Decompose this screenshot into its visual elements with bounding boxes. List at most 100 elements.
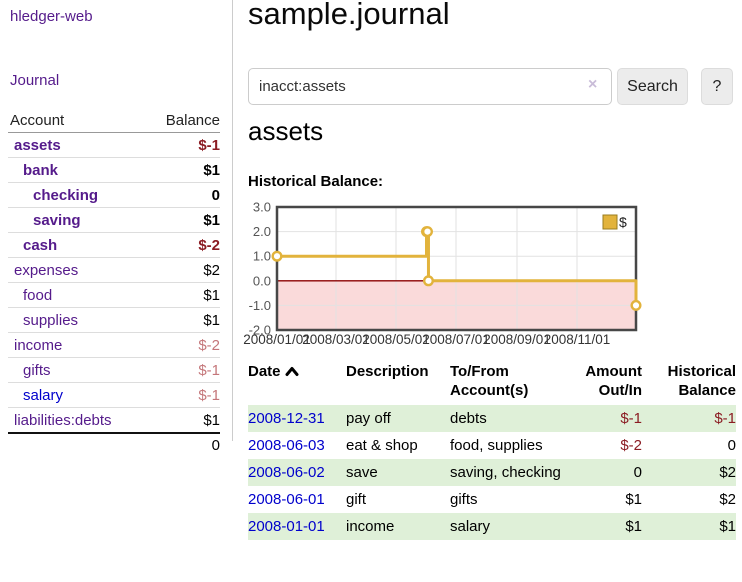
transaction-description: save (346, 464, 378, 481)
register-col-description: Description (346, 360, 450, 405)
transaction-amount: 0 (633, 464, 642, 481)
account-row-bank: bank $1 (8, 158, 220, 183)
account-heading: assets (248, 116, 324, 146)
account-row-cash: cash $-2 (8, 233, 220, 258)
register-row: 2008-01-01 income salary $1 $1 (248, 513, 736, 540)
transaction-balance: 0 (727, 437, 736, 454)
register-col-date-label: Date (248, 363, 281, 380)
svg-text:-2.0: -2.0 (249, 323, 271, 338)
account-link[interactable]: liabilities:debts (14, 411, 112, 429)
svg-text:2.0: 2.0 (253, 224, 271, 239)
register-col-accounts: To/From Account(s) (450, 360, 570, 405)
account-balance: $1 (203, 411, 220, 429)
account-balance: $1 (203, 311, 220, 329)
account-link[interactable]: checking (33, 186, 99, 204)
svg-text:-1.0: -1.0 (249, 298, 271, 313)
account-row-gifts: gifts $-1 (8, 358, 220, 383)
register-col-description-label: Description (346, 363, 429, 380)
account-balance: $1 (203, 161, 220, 179)
transaction-accounts: debts (450, 410, 487, 427)
register-row: 2008-06-03 eat & shop food, supplies $-2… (248, 432, 736, 459)
transaction-description: pay off (346, 410, 391, 427)
account-link[interactable]: expenses (14, 261, 79, 279)
account-link[interactable]: saving (33, 211, 81, 229)
transaction-date-link[interactable]: 2008-06-01 (248, 491, 325, 508)
register-table: Date Description To/From Account(s) Amou… (248, 360, 736, 540)
svg-text:$: $ (619, 214, 627, 230)
search-input[interactable] (248, 68, 612, 105)
register-col-amount-label: Amount Out/In (585, 363, 642, 399)
transaction-amount: $-1 (620, 410, 642, 427)
transaction-accounts: gifts (450, 491, 478, 508)
accounts-total-value: 0 (211, 437, 220, 454)
transaction-amount: $1 (625, 491, 642, 508)
transaction-date-link[interactable]: 2008-06-03 (248, 437, 325, 454)
svg-text:1.0: 1.0 (253, 249, 271, 264)
accounts-total-row: 0 (8, 432, 220, 457)
account-link[interactable]: food (23, 286, 53, 304)
accounts-tree: Account Balance assets $-1 bank $1 check… (8, 106, 220, 457)
account-row-supplies: supplies $1 (8, 308, 220, 333)
sidebar-divider (232, 0, 233, 441)
clear-search-icon[interactable]: × (588, 76, 598, 93)
account-link[interactable]: bank (23, 161, 59, 179)
transaction-amount: $1 (625, 518, 642, 535)
account-link[interactable]: income (14, 336, 63, 354)
transaction-balance: $-1 (714, 410, 736, 427)
account-row-saving: saving $1 (8, 208, 220, 233)
help-button[interactable]: ? (701, 68, 733, 105)
account-row-income: income $-2 (8, 333, 220, 358)
transaction-date-link[interactable]: 2008-06-02 (248, 464, 325, 481)
transaction-amount: $-2 (620, 437, 642, 454)
svg-text:2008/05/01: 2008/05/01 (362, 332, 430, 347)
transaction-description: gift (346, 491, 367, 508)
page-title: sample.journal (248, 0, 450, 31)
register-col-date[interactable]: Date (248, 360, 346, 405)
account-link[interactable]: salary (23, 386, 64, 404)
register-col-amount: Amount Out/In (570, 360, 642, 405)
accounts-col-account: Account (10, 112, 65, 129)
transaction-accounts: salary (450, 518, 491, 535)
account-link[interactable]: assets (14, 136, 61, 154)
register-col-balance: Historical Balance (642, 360, 736, 405)
account-balance: $-2 (198, 336, 220, 354)
transaction-balance: $1 (719, 518, 736, 535)
chart-heading: Historical Balance: (248, 173, 384, 190)
account-row-expenses: expenses $2 (8, 258, 220, 283)
search-button[interactable]: Search (617, 68, 688, 105)
account-balance: $1 (203, 211, 220, 229)
register-header-row: Date Description To/From Account(s) Amou… (248, 360, 736, 405)
svg-text:2008/07/01: 2008/07/01 (422, 332, 490, 347)
account-link[interactable]: cash (23, 236, 58, 254)
account-balance: $1 (203, 286, 220, 304)
account-row-assets: assets $-1 (8, 133, 220, 158)
historical-balance-chart: $ -2.0 -1.0 0.0 1.0 2.0 3.0 2008/01/012008/03/0… (243, 200, 642, 347)
transaction-balance: $2 (719, 464, 736, 481)
svg-text:2008/01/01: 2008/01/01 (243, 332, 311, 347)
svg-text:2008/03/01: 2008/03/01 (302, 332, 370, 347)
account-row-salary: salary $-1 (8, 383, 220, 408)
sidebar-item-journal[interactable]: Journal (10, 72, 60, 89)
account-row-liabilities-debts: liabilities:debts $1 (8, 408, 220, 433)
svg-text:2008/09/01: 2008/09/01 (483, 332, 551, 347)
account-balance: $-1 (198, 136, 220, 154)
account-link[interactable]: gifts (23, 361, 51, 379)
transaction-date-link[interactable]: 2008-12-31 (248, 410, 325, 427)
register-row: 2008-12-31 pay off debts $-1 $-1 (248, 405, 736, 432)
svg-text:2008/11/01: 2008/11/01 (544, 332, 611, 347)
account-balance: $-2 (198, 236, 220, 254)
account-row-checking: checking 0 (8, 183, 220, 208)
account-balance: 0 (211, 186, 220, 204)
accounts-header: Account Balance (8, 106, 220, 133)
sort-ascending-icon (285, 367, 299, 376)
register-row: 2008-06-01 gift gifts $1 $2 (248, 486, 736, 513)
transaction-description: income (346, 518, 395, 535)
account-link[interactable]: supplies (23, 311, 79, 329)
transaction-date-link[interactable]: 2008-01-01 (248, 518, 325, 535)
accounts-col-balance: Balance (165, 112, 220, 129)
account-balance: $-1 (198, 386, 220, 404)
app-title-link[interactable]: hledger-web (10, 8, 93, 25)
transaction-accounts: food, supplies (450, 437, 543, 454)
register-col-accounts-label: To/From Account(s) (450, 363, 529, 399)
account-balance: $2 (203, 261, 220, 279)
